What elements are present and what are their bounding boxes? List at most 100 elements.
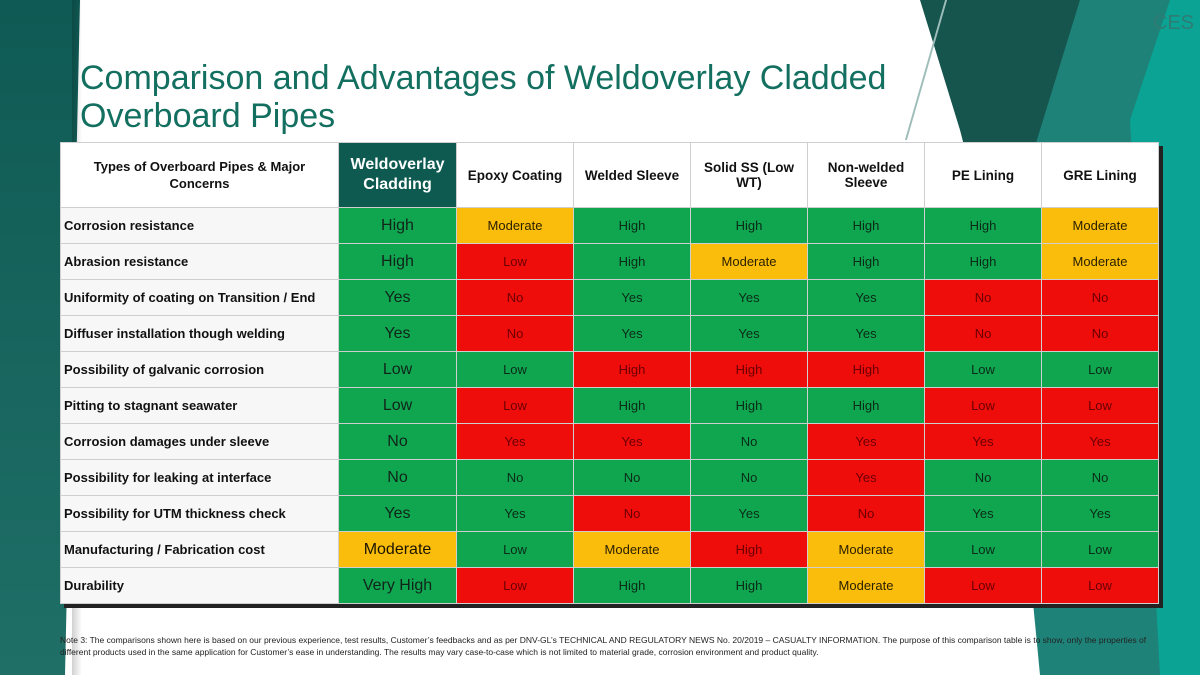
concern-cell: Uniformity of coating on Transition / En…: [60, 279, 339, 316]
cladding-rating-cell: Moderate: [338, 531, 457, 568]
table-body: Corrosion resistance High Moderate High High…: [60, 207, 1159, 604]
rating-cell: No: [456, 315, 574, 352]
rating-cell: High: [807, 243, 925, 280]
table-row: Corrosion resistance High Moderate High High…: [60, 207, 1159, 244]
rating-cell: Low: [456, 531, 574, 568]
cladding-rating-cell: Yes: [338, 495, 457, 532]
rating-cell: Low: [456, 567, 574, 604]
concern-cell: Manufacturing / Fabrication cost: [60, 531, 339, 568]
rating-cell: Yes: [807, 279, 925, 316]
rating-cell: High: [573, 207, 691, 244]
rating-cell: Low: [1041, 531, 1159, 568]
rating-cell: No: [1041, 315, 1159, 352]
rating-cell: Yes: [690, 315, 808, 352]
rating-cell: Low: [924, 567, 1042, 604]
header-weldoverlay-cladding: Weldoverlay Cladding: [338, 142, 457, 208]
slide-title: Comparison and Advantages of Weldoverlay…: [80, 58, 887, 135]
header-non-welded-sleeve: Non-welded Sleeve: [807, 142, 925, 208]
rating-cell: Low: [924, 387, 1042, 424]
rating-cell: High: [573, 351, 691, 388]
rating-cell: Yes: [807, 315, 925, 352]
concern-cell: Possibility of galvanic corrosion: [60, 351, 339, 388]
rating-cell: High: [690, 207, 808, 244]
rating-cell: Low: [924, 531, 1042, 568]
concern-cell: Corrosion damages under sleeve: [60, 423, 339, 460]
header-pe-lining: PE Lining: [924, 142, 1042, 208]
rating-cell: Yes: [573, 279, 691, 316]
rating-cell: Yes: [456, 423, 574, 460]
rating-cell: Low: [1041, 351, 1159, 388]
concern-cell: Corrosion resistance: [60, 207, 339, 244]
rating-cell: Yes: [807, 459, 925, 496]
rating-cell: High: [807, 387, 925, 424]
table-row: Durability Very High Low High High Moderate Lo…: [60, 567, 1159, 604]
rating-cell: Yes: [807, 423, 925, 460]
cladding-rating-cell: Very High: [338, 567, 457, 604]
rating-cell: No: [1041, 279, 1159, 316]
table-row: Possibility for leaking at interface No No…: [60, 459, 1159, 496]
rating-cell: No: [456, 459, 574, 496]
header-epoxy-coating: Epoxy Coating: [456, 142, 574, 208]
rating-cell: No: [924, 279, 1042, 316]
table-row: Abrasion resistance High Low High Moderate Hi…: [60, 243, 1159, 280]
concern-cell: Diffuser installation though welding: [60, 315, 339, 352]
rating-cell: Yes: [456, 495, 574, 532]
comparison-table: Types of Overboard Pipes & Major Concern…: [60, 142, 1159, 604]
rating-cell: Yes: [1041, 495, 1159, 532]
cladding-rating-cell: High: [338, 207, 457, 244]
rating-cell: Moderate: [456, 207, 574, 244]
table-row: Diffuser installation though welding Yes N…: [60, 315, 1159, 352]
table-row: Uniformity of coating on Transition / En…: [60, 279, 1159, 316]
rating-cell: High: [573, 567, 691, 604]
concern-cell: Possibility for UTM thickness check: [60, 495, 339, 532]
rating-cell: No: [1041, 459, 1159, 496]
rating-cell: Moderate: [807, 567, 925, 604]
rating-cell: Yes: [924, 495, 1042, 532]
table-header-row: Types of Overboard Pipes & Major Concern…: [60, 142, 1159, 208]
concern-cell: Possibility for leaking at interface: [60, 459, 339, 496]
table-row: Pitting to stagnant seawater Low Low High Hi…: [60, 387, 1159, 424]
rating-cell: High: [690, 531, 808, 568]
rating-cell: Low: [456, 243, 574, 280]
rating-cell: No: [456, 279, 574, 316]
header-gre-lining: GRE Lining: [1041, 142, 1159, 208]
cladding-rating-cell: Low: [338, 351, 457, 388]
rating-cell: Moderate: [690, 243, 808, 280]
rating-cell: Yes: [924, 423, 1042, 460]
rating-cell: Yes: [1041, 423, 1159, 460]
header-concerns: Types of Overboard Pipes & Major Concern…: [60, 142, 339, 208]
cladding-rating-cell: No: [338, 459, 457, 496]
rating-cell: High: [690, 387, 808, 424]
rating-cell: High: [690, 351, 808, 388]
table-row: Corrosion damages under sleeve No Yes Yes No…: [60, 423, 1159, 460]
cladding-rating-cell: Yes: [338, 315, 457, 352]
footnote: Note 3: The comparisons shown here is ba…: [60, 635, 1147, 657]
rating-cell: High: [573, 387, 691, 424]
rating-cell: High: [690, 567, 808, 604]
rating-cell: Low: [924, 351, 1042, 388]
rating-cell: Yes: [573, 423, 691, 460]
rating-cell: No: [573, 495, 691, 532]
rating-cell: No: [690, 459, 808, 496]
rating-cell: No: [807, 495, 925, 532]
concern-cell: Durability: [60, 567, 339, 604]
rating-cell: No: [924, 315, 1042, 352]
table-row: Manufacturing / Fabrication cost Moderate…: [60, 531, 1159, 568]
rating-cell: Moderate: [1041, 207, 1159, 244]
header-solid-ss: Solid SS (Low WT): [690, 142, 808, 208]
rating-cell: Moderate: [1041, 243, 1159, 280]
cladding-rating-cell: High: [338, 243, 457, 280]
rating-cell: Yes: [690, 279, 808, 316]
rating-cell: High: [924, 243, 1042, 280]
rating-cell: Low: [1041, 567, 1159, 604]
cladding-rating-cell: No: [338, 423, 457, 460]
rating-cell: Moderate: [807, 531, 925, 568]
cladding-rating-cell: Low: [338, 387, 457, 424]
rating-cell: High: [807, 351, 925, 388]
corner-mark: CES: [1152, 12, 1194, 34]
header-welded-sleeve: Welded Sleeve: [573, 142, 691, 208]
rating-cell: No: [573, 459, 691, 496]
rating-cell: Yes: [573, 315, 691, 352]
rating-cell: Yes: [690, 495, 808, 532]
concern-cell: Pitting to stagnant seawater: [60, 387, 339, 424]
